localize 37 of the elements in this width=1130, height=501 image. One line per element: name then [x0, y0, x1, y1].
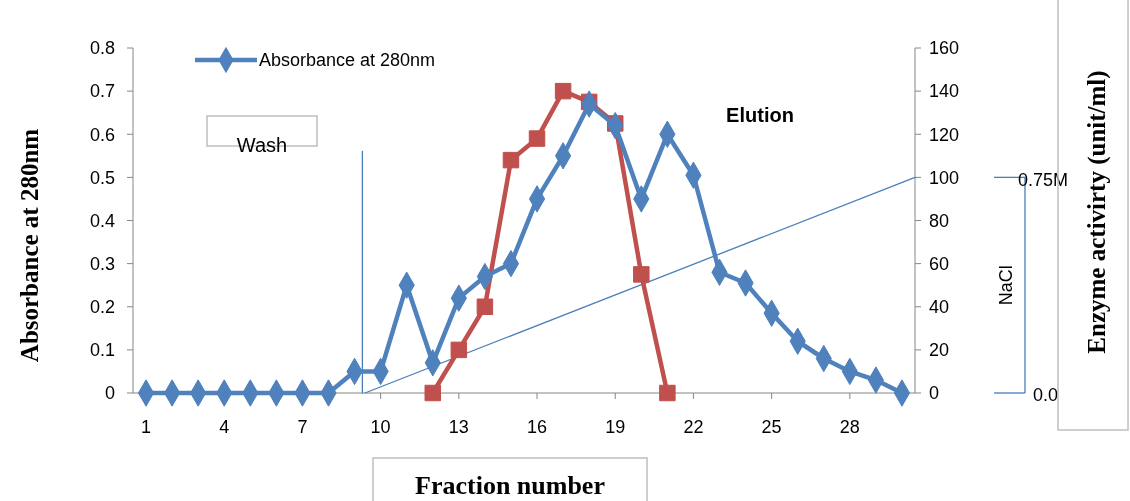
x-tick-label: 13	[448, 417, 469, 437]
x-tick-label: 28	[839, 417, 860, 437]
y-tick-label: 0	[104, 383, 115, 404]
x-tick-label: 19	[605, 417, 626, 437]
y2-tick-label: 100	[929, 167, 960, 188]
y2-tick-label: 40	[929, 297, 950, 318]
y2-tick-label: 60	[929, 253, 950, 274]
y-tick-label: 0.2	[89, 297, 115, 318]
legend-label: Absorbance at 280nm	[259, 50, 436, 71]
y3-tick-label: 0.0	[1033, 385, 1059, 406]
y2-tick-label: 160	[929, 38, 960, 59]
x-tick-label: 4	[219, 417, 230, 437]
y2-tick-label: 120	[929, 124, 960, 145]
y2-tick-label: 80	[929, 210, 950, 231]
y-tick-label: 0.6	[89, 124, 115, 145]
y2-tick-label: 20	[929, 340, 950, 361]
annotation: Wash	[236, 134, 288, 156]
y-tick-label: 0.5	[89, 167, 115, 188]
y-tick-label: 0.8	[89, 38, 115, 59]
x-tick-label: 22	[683, 417, 704, 437]
y2-axis-title: Enzyme activirty (unit/ml)	[1083, 70, 1111, 354]
x-tick-label: 1	[141, 417, 152, 437]
x-tick-label: 25	[761, 417, 782, 437]
y-axis-title: Absorbance at 280nm	[16, 128, 43, 363]
y2-tick-label: 0	[929, 383, 940, 404]
x-axis-title: Fraction number	[415, 471, 605, 500]
y3-axis-title: NaCl	[996, 265, 1016, 306]
y3-tick-label: 0.75M	[1017, 169, 1069, 190]
y-tick-label: 0.7	[89, 81, 115, 102]
x-tick-label: 7	[297, 417, 308, 437]
y-tick-label: 0.4	[89, 210, 115, 231]
x-tick-label: 10	[370, 417, 391, 437]
y-tick-label: 0.1	[89, 340, 115, 361]
y-tick-label: 0.3	[89, 253, 115, 274]
annotation: Elution	[726, 104, 794, 126]
y2-tick-label: 140	[929, 81, 960, 102]
x-tick-label: 16	[527, 417, 548, 437]
